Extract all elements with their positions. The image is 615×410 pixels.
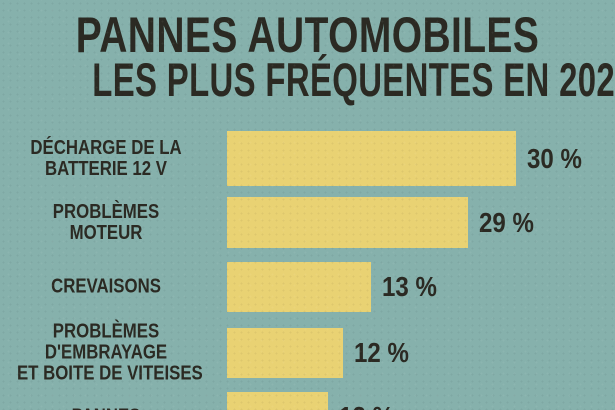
category-label-line: CREVAISONS (51, 275, 161, 298)
bar-row-engine: PROBLÈMES MOTEUR 29 % (0, 197, 615, 248)
bar-row-pannes: PANNES 12 % (0, 392, 615, 410)
chart-title-line-1: PANNES AUTOMOBILES (75, 7, 540, 63)
bar-row-clutch-gearbox: PROBLÈMES D'EMBRAYAGE ET BOITE DE VITEIS… (0, 321, 615, 384)
category-label-line: BATTERIE 12 V (45, 157, 167, 180)
value-label-text: 30 % (527, 142, 582, 174)
category-label-line: D'EMBRAYAGE (44, 341, 168, 364)
category-label: CREVAISONS (0, 275, 212, 298)
bar (227, 262, 371, 312)
chart-title-line-2: LES PLUS FRÉQUENTES EN 2024 (92, 53, 615, 106)
value-label: 29 % (479, 207, 543, 239)
category-label-line: MOTEUR (69, 221, 143, 244)
bar (227, 197, 468, 248)
bar (227, 328, 343, 378)
category-label-line: ET BOITE DE VITEISES (16, 362, 203, 385)
category-label-line: PROBLÈMES (52, 200, 160, 223)
category-label: DÉCHARGE DE LA BATTERIE 12 V (0, 136, 212, 180)
value-label: 12 % (354, 337, 418, 369)
category-label: PROBLÈMES MOTEUR (0, 200, 212, 244)
chart-title: PANNES AUTOMOBILES LES PLUS FRÉQUENTES E… (0, 0, 615, 106)
category-label: PROBLÈMES D'EMBRAYAGE ET BOITE DE VITEIS… (0, 320, 212, 385)
category-label-line: PANNES (17, 406, 195, 410)
value-label: 12 % (339, 401, 403, 410)
value-label-text: 29 % (479, 206, 534, 238)
bar-row-flat-tires: CREVAISONS 13 % (0, 262, 615, 312)
value-label: 13 % (382, 271, 446, 303)
value-label-text: 12 % (339, 401, 394, 410)
bar-row-battery: DÉCHARGE DE LA BATTERIE 12 V 30 % (0, 131, 615, 186)
bar (227, 392, 328, 410)
value-label-text: 12 % (354, 337, 409, 368)
category-label: PANNES (0, 406, 212, 410)
category-label-line: DÉCHARGE DE LA (30, 136, 182, 159)
category-label-line: PROBLÈMES (52, 320, 160, 343)
bar (227, 131, 516, 186)
value-label-text: 13 % (382, 271, 437, 302)
value-label: 30 % (527, 143, 591, 175)
